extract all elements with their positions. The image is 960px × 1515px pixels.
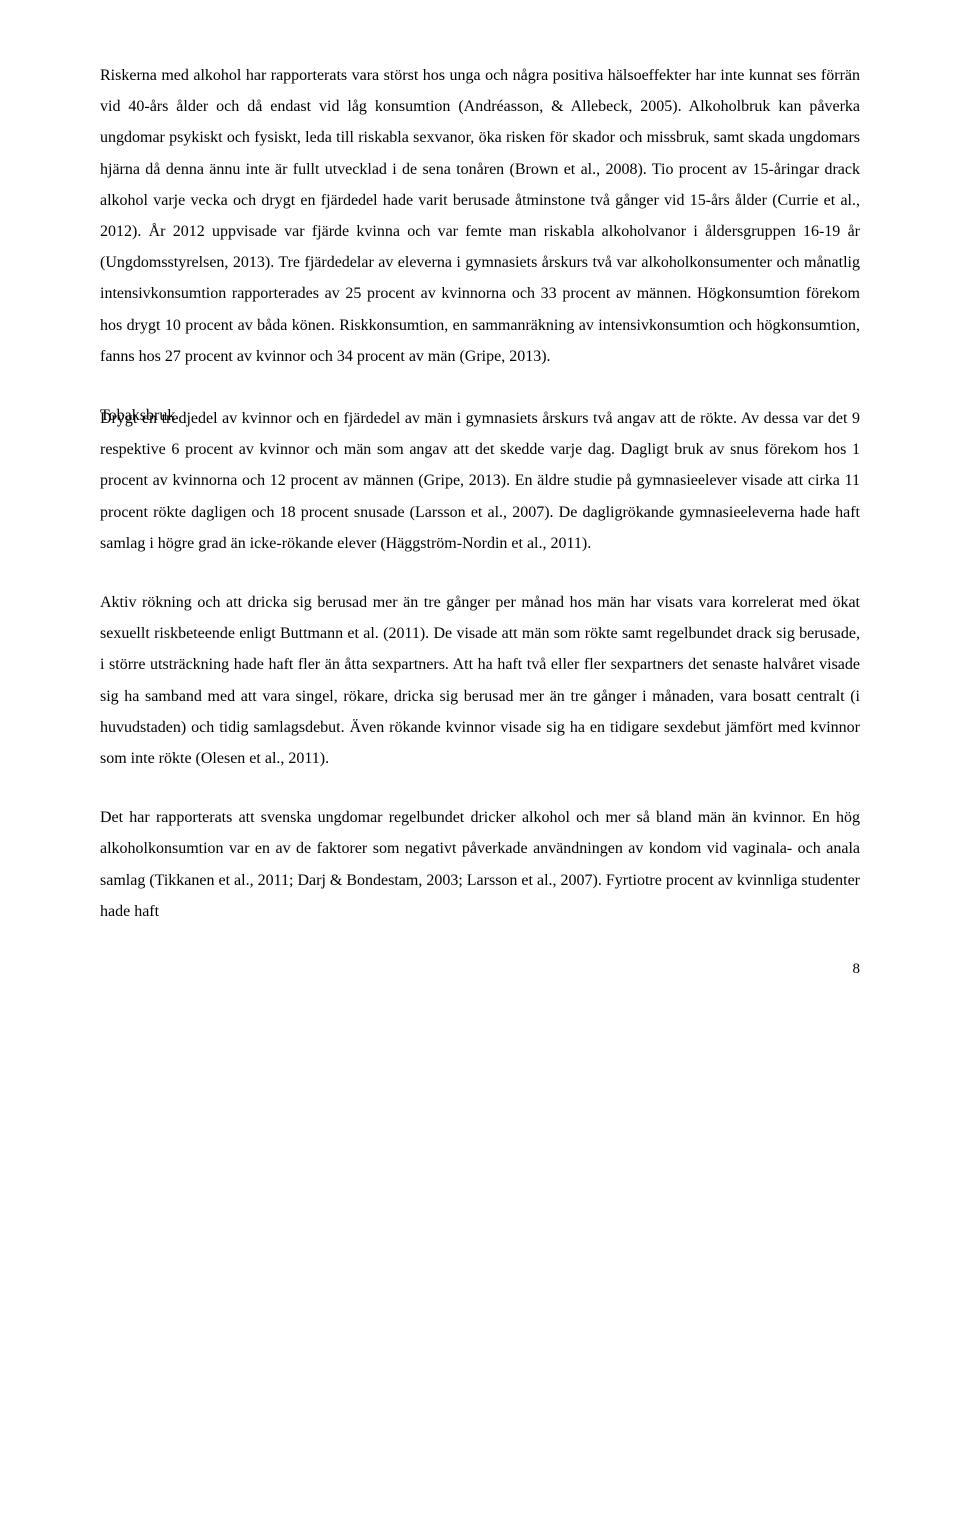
body-paragraph-1: Riskerna med alkohol har rapporterats va… — [100, 60, 860, 372]
body-paragraph-4: Det har rapporterats att svenska ungdoma… — [100, 802, 860, 927]
body-paragraph-2: Drygt en tredjedel av kvinnor och en fjä… — [100, 403, 860, 559]
page-number: 8 — [100, 955, 860, 984]
body-paragraph-3: Aktiv rökning och att dricka sig berusad… — [100, 587, 860, 774]
